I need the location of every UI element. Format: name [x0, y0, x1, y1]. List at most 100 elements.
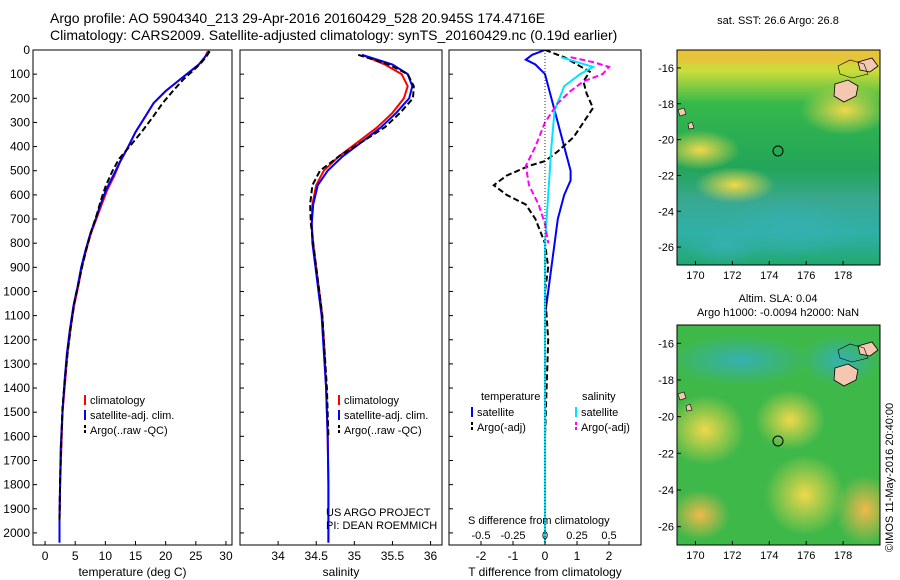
y-tick-label: 100 [10, 67, 30, 81]
map-y-tick-label: -22 [658, 448, 674, 460]
profile-lines [309, 53, 415, 543]
legend-item-2-label: satellite [581, 407, 618, 419]
y-tick-label: 1500 [3, 405, 30, 419]
x-tick-label: 10 [99, 549, 113, 563]
series-line-1 [310, 53, 414, 543]
sla-map-islands [677, 341, 879, 412]
map-x-tick-label: 176 [797, 270, 815, 282]
y-tick-label: 1200 [3, 333, 30, 347]
x-axis-label: temperature (deg C) [78, 565, 186, 579]
legend-item-2-label: Argo(..raw -QC) [344, 425, 422, 437]
map-y-tick-label: -26 [658, 242, 674, 254]
y-tick-label: 1000 [3, 284, 30, 298]
y-tick-label: 500 [10, 164, 30, 178]
profile-lines [58, 50, 211, 543]
y-tick-label: 400 [10, 140, 30, 154]
map-y-tick-label: -24 [658, 485, 674, 497]
y-tick-label: 600 [10, 188, 30, 202]
legend-item-1-label: Argo(-adj) [477, 422, 526, 434]
map-y-tick-label: -18 [658, 375, 674, 387]
sla-map-title: Altim. SLA: 0.04 [739, 293, 818, 305]
plot-frame [32, 49, 233, 546]
series-line-0 [523, 50, 572, 543]
top-tick-label: -0.5 [472, 530, 491, 542]
x-tick-label: -2 [476, 549, 487, 563]
map-x-tick-label: 176 [797, 550, 815, 562]
temperature-profile-panel: 0 5 10 15 20 25 30 temperature (deg C) 0 100 200 30… [3, 43, 233, 579]
x-axis-label: T difference from climatology [468, 565, 622, 579]
series-line-2 [309, 53, 415, 437]
map-x-tick-label: 174 [760, 550, 778, 562]
top-tick-label: 0 [542, 530, 548, 542]
legend-item-2-label: Argo(..raw -QC) [90, 425, 168, 437]
top-tick-label: 0.5 [601, 530, 616, 542]
y-tick-label: 0 [23, 43, 30, 57]
sla-map-field [677, 325, 880, 545]
y-tick-label: 1700 [3, 453, 30, 467]
series-line-2 [544, 56, 596, 543]
y-tick-label: 1900 [3, 502, 30, 516]
y-tick-label: 1400 [3, 381, 30, 395]
series-line-2 [58, 50, 211, 521]
sst-map-argo-marker [772, 145, 784, 157]
header-line-1: Argo profile: AO 5904340_213 29-Apr-2016… [50, 10, 546, 26]
map-x-tick-label: 170 [686, 550, 704, 562]
legend-item-0-label: climatology [90, 395, 146, 407]
map-x-tick-label: 172 [723, 270, 741, 282]
y-tick-label: 1800 [3, 478, 30, 492]
x-tick-label: 34 [271, 549, 285, 563]
x-tick-label: 25 [189, 549, 203, 563]
map-x-tick-label: 178 [834, 270, 852, 282]
map-y-tick-label: -20 [658, 412, 674, 424]
y-tick-label: 200 [10, 91, 30, 105]
legend-item-1-label: satellite-adj. clim. [344, 410, 428, 422]
legend-title-temperature: temperature [481, 391, 540, 403]
series-line-1 [492, 50, 595, 437]
top-tick-label: -0.25 [500, 530, 525, 542]
x-tick-label: 5 [72, 549, 79, 563]
series-line-0 [58, 50, 209, 543]
legend-item-3-label: Argo(-adj) [581, 422, 630, 434]
x-tick-label: 0 [42, 549, 49, 563]
map-y-tick-label: -16 [658, 63, 674, 75]
x-tick-label: 20 [159, 549, 173, 563]
y-tick-label: 700 [10, 212, 30, 226]
x-tick-label: 35.5 [381, 549, 405, 563]
map-y-tick-label: -24 [658, 206, 674, 218]
series-line-3 [524, 56, 611, 244]
sst-map-title: sat. SST: 26.6 Argo: 26.8 [717, 15, 839, 27]
x-tick-label: 34.5 [305, 549, 329, 563]
map-x-tick-label: 170 [686, 270, 704, 282]
map-y-tick-label: -26 [658, 522, 674, 534]
y-tick-label: 1100 [4, 309, 30, 323]
y-tick-label: 300 [10, 115, 30, 129]
y-tick-label: 800 [10, 236, 30, 250]
sst-map-panel: 170 172 174 176 178 -16 -18 -20 -22 -24 -26 [658, 49, 881, 282]
legend-item-1-label: satellite-adj. clim. [90, 410, 174, 422]
y-tick-label: 1300 [3, 357, 30, 371]
sla-map-subtitle: Argo h1000: -0.0094 h2000: NaN [697, 307, 859, 319]
plot-frame [239, 49, 443, 546]
salinity-profile-panel: 34 34.5 35 35.5 36 salinity climatology satelli… [239, 49, 443, 579]
sst-map-field [677, 50, 880, 265]
header-line-2: Climatology: CARS2009. Satellite-adjuste… [50, 27, 618, 43]
annotation-line-0: US ARGO PROJECT [326, 507, 431, 519]
x-axis-label: salinity [323, 565, 360, 579]
series-line-0 [310, 53, 409, 543]
legend-item-0-label: satellite [477, 407, 514, 419]
map-x-tick-label: 172 [723, 550, 741, 562]
map-y-tick-label: -18 [658, 99, 674, 111]
legend-item-0-label: climatology [344, 395, 400, 407]
y-tick-label: 2000 [3, 526, 30, 540]
y-tick-label: 1600 [3, 429, 30, 443]
top-tick-label: 0.25 [566, 530, 587, 542]
series-line-1 [58, 50, 210, 543]
difference-profile-panel: -2 -1 0 1 2 T difference from climatology temp… [448, 49, 642, 579]
map-x-tick-label: 174 [760, 270, 778, 282]
x-tick-label: 30 [219, 549, 233, 563]
x-tick-label: 2 [606, 549, 613, 563]
profile-lines [492, 50, 611, 543]
x-tick-label: 36 [424, 549, 438, 563]
top-axis-label: S difference from climatology [468, 515, 610, 527]
